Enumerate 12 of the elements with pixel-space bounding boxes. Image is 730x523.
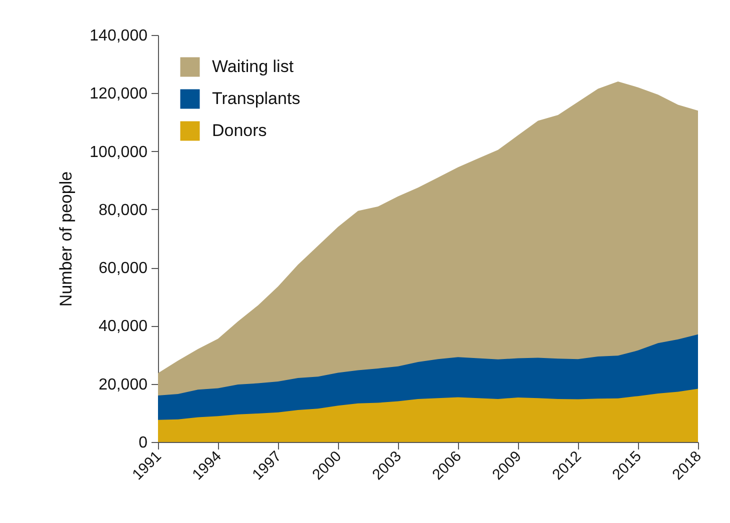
y-axis-title: Number of people bbox=[56, 171, 76, 307]
y-tick-label: 20,000 bbox=[98, 376, 148, 394]
legend-label: Donors bbox=[212, 121, 267, 140]
legend-label: Transplants bbox=[212, 89, 300, 108]
legend-label: Waiting list bbox=[212, 57, 294, 76]
y-tick-label: 100,000 bbox=[90, 144, 148, 161]
y-tick-label: 80,000 bbox=[98, 202, 148, 219]
y-tick-label: 40,000 bbox=[98, 318, 148, 336]
y-tick-label: 60,000 bbox=[98, 260, 148, 278]
y-tick-label: 0 bbox=[138, 434, 148, 452]
y-tick-label: 140,000 bbox=[90, 28, 148, 44]
y-tick-label: 120,000 bbox=[90, 86, 148, 103]
